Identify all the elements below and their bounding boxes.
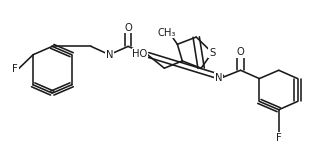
Text: S: S: [209, 48, 215, 58]
Text: N: N: [106, 50, 113, 60]
Text: O: O: [237, 47, 244, 57]
Text: HO: HO: [132, 49, 148, 59]
Text: F: F: [12, 64, 18, 74]
Text: O: O: [124, 22, 132, 32]
Text: N: N: [215, 73, 222, 82]
Text: F: F: [276, 133, 282, 143]
Text: CH₃: CH₃: [157, 28, 176, 38]
